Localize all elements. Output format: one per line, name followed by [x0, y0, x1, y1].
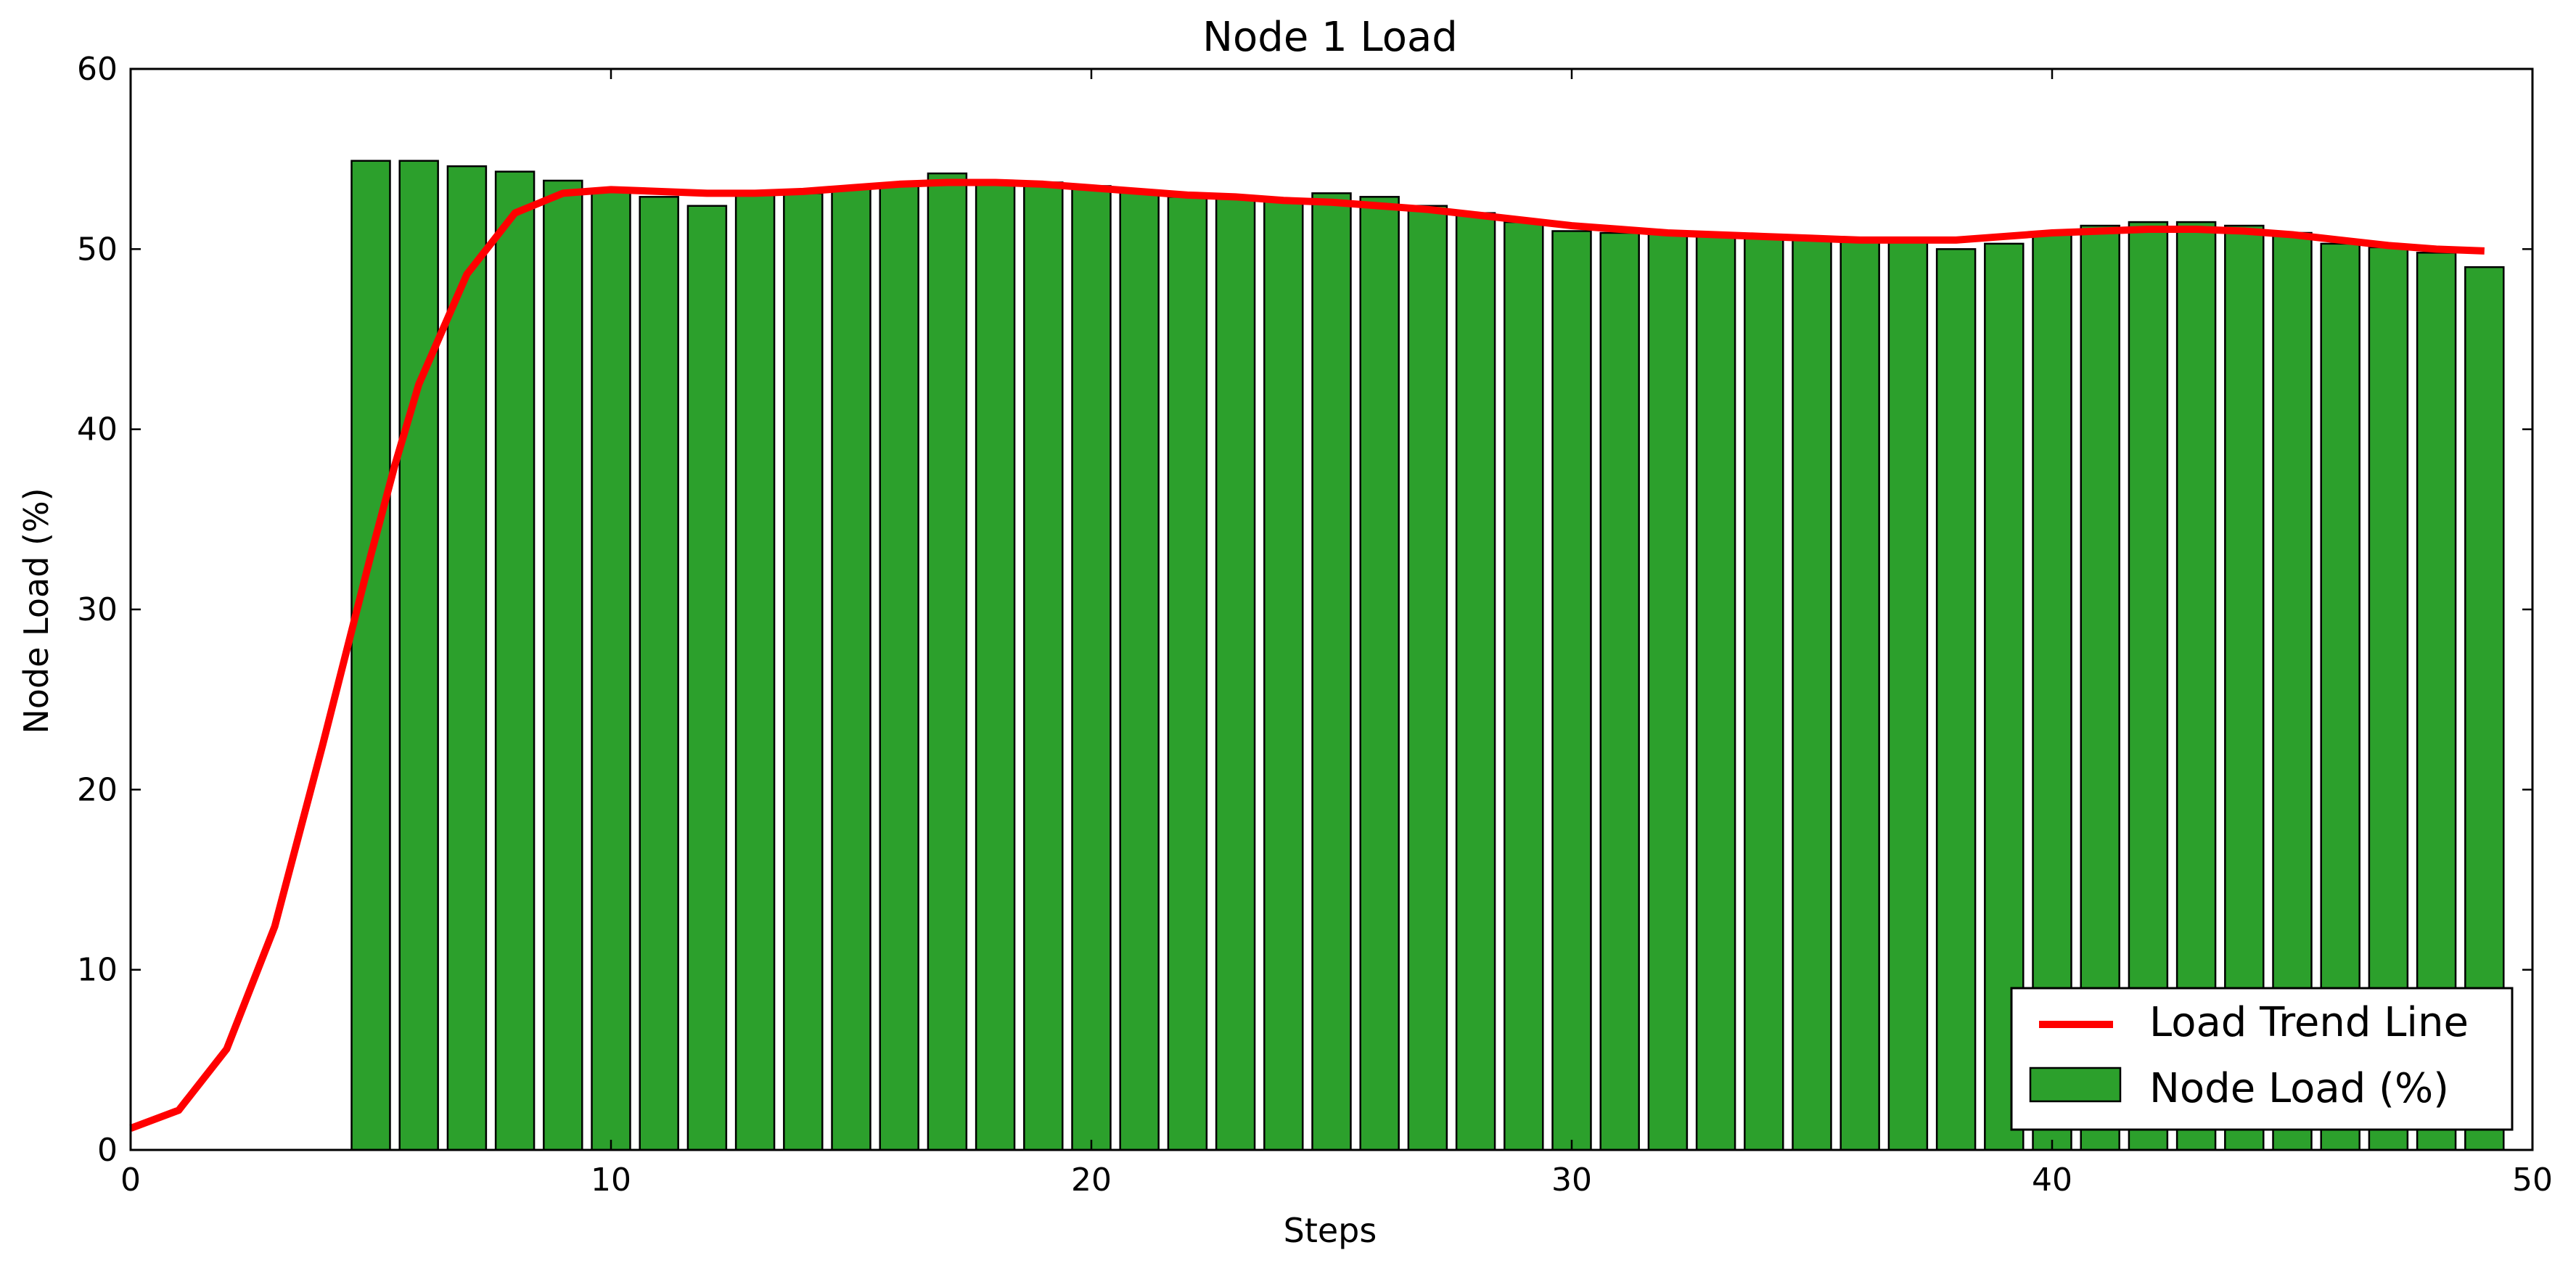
legend-bar-swatch	[2029, 1067, 2122, 1103]
x-tick-label: 20	[1071, 1162, 1112, 1199]
legend-box	[2010, 987, 2514, 1131]
y-tick-label: 60	[77, 51, 118, 88]
bar	[1792, 237, 1832, 1151]
y-tick-label: 30	[77, 591, 118, 628]
x-tick-label: 10	[591, 1162, 631, 1199]
bar	[734, 194, 776, 1151]
bar	[1887, 241, 1929, 1151]
y-tick-label: 0	[97, 1132, 118, 1169]
bar	[1599, 231, 1640, 1151]
bar	[1504, 221, 1544, 1151]
bar	[879, 183, 919, 1151]
bar	[1023, 181, 1064, 1151]
y-tick-label: 40	[77, 411, 118, 448]
x-axis-label: Steps	[1284, 1211, 1377, 1250]
legend-label-trend: Load Trend Line	[2149, 999, 2469, 1046]
legend-label-load: Node Load (%)	[2149, 1065, 2449, 1112]
bar	[543, 179, 583, 1151]
trend-line	[129, 178, 2485, 1132]
bar	[1407, 205, 1448, 1151]
x-tick-label: 40	[2032, 1162, 2072, 1199]
bar	[1071, 185, 1112, 1151]
bar	[1695, 231, 1736, 1151]
bar	[831, 186, 871, 1151]
legend: Load Trend Line Node Load (%)	[2010, 987, 2514, 1131]
x-tick-label: 30	[1551, 1162, 1592, 1199]
bar	[446, 165, 488, 1151]
y-axis-label: Node Load (%)	[17, 488, 56, 733]
bar	[975, 181, 1016, 1151]
bar	[686, 205, 728, 1151]
bar	[1119, 190, 1160, 1151]
axes: 0 10 20 30 40 50 0 10 20 30 40 50 60	[77, 51, 2553, 1199]
y-tick-label: 20	[77, 771, 118, 808]
bar	[350, 160, 391, 1151]
x-tick-label: 50	[2512, 1162, 2553, 1199]
bar	[1263, 200, 1304, 1151]
bar	[1215, 196, 1256, 1151]
chart-title: Node 1 Load	[1202, 14, 1458, 61]
plot-area	[129, 160, 2505, 1151]
bar	[1167, 196, 1208, 1151]
y-tick-label: 10	[77, 952, 118, 989]
bar	[1551, 230, 1592, 1151]
bar	[1935, 248, 1977, 1151]
bar	[783, 192, 824, 1151]
bar	[1311, 192, 1352, 1151]
bar	[1744, 234, 1784, 1151]
bar	[1359, 196, 1400, 1151]
bar	[591, 189, 631, 1151]
bar	[1839, 241, 1880, 1151]
bar	[398, 160, 439, 1151]
bar	[1455, 212, 1496, 1151]
bar	[927, 172, 968, 1151]
y-tick-label: 50	[77, 231, 118, 268]
x-tick-label: 0	[120, 1162, 141, 1199]
bar	[494, 170, 536, 1151]
bar	[639, 196, 679, 1151]
bar	[1647, 231, 1689, 1151]
